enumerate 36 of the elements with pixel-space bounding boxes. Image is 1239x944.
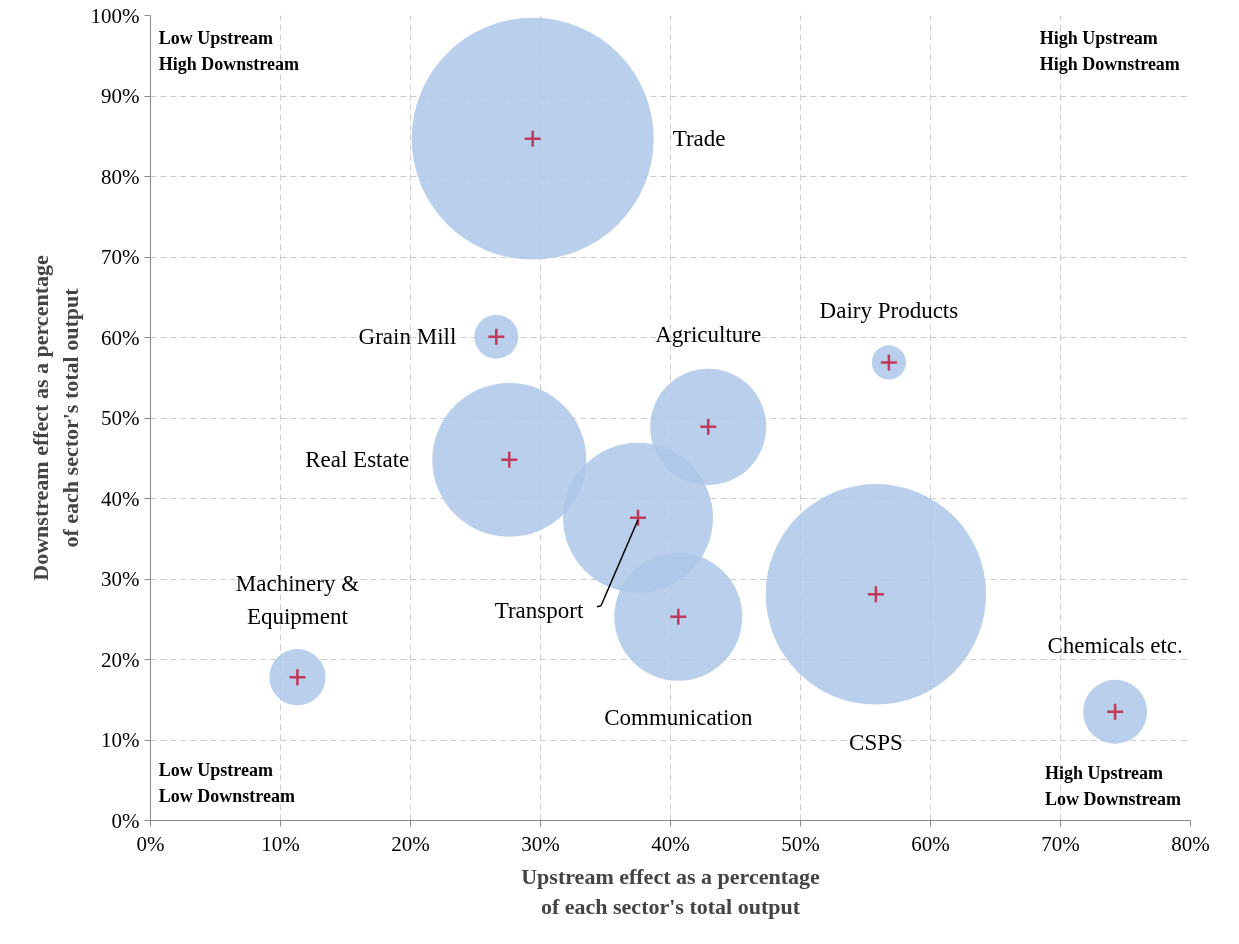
annotation: Low Upstream Low Downstream (158, 760, 295, 807)
x-tick-label: 60% (911, 831, 950, 856)
x-tick-label: 70% (1041, 831, 1080, 856)
annotation: Chemicals etc. (1047, 633, 1183, 659)
annotation: Transport (494, 598, 584, 624)
annotation: Trade (672, 126, 726, 152)
y-axis-title: Downstream effect as a percentage of each sector's total output (27, 255, 83, 581)
y-tick-label: 20% (101, 647, 140, 672)
annotation: High Upstream High Downstream (1039, 27, 1180, 74)
annotation: CSPS (849, 729, 903, 755)
y-tick-label: 40% (101, 486, 140, 511)
annotation: Communication (604, 705, 753, 731)
y-tick-label: 0% (111, 808, 140, 833)
annotation: Dairy Products (819, 297, 959, 323)
annotation: High Upstream Low Downstream (1044, 762, 1182, 809)
y-tick-label: 10% (101, 728, 140, 752)
x-tick-label: 40% (651, 831, 690, 856)
y-tick-label: 70% (101, 245, 140, 269)
annotation: Machinery & Equipment (235, 571, 360, 629)
y-tick-label: 80% (101, 164, 140, 189)
annotation: Low Upstream High Downstream (158, 27, 299, 74)
y-tick-label: 90% (101, 84, 140, 108)
annotation: Grain Mill (358, 324, 457, 350)
x-tick-label: 10% (261, 831, 300, 856)
y-tick-label: 100% (90, 3, 140, 28)
x-tick-label: 80% (1171, 831, 1210, 856)
x-tick-label: 50% (781, 831, 820, 856)
y-tick-label: 50% (101, 406, 140, 430)
annotation: Agriculture (655, 322, 762, 348)
y-tick-label: 60% (101, 325, 140, 350)
annotation: Real Estate (305, 447, 410, 473)
y-tick-label: 30% (101, 567, 140, 591)
x-tick-label: 30% (521, 831, 560, 856)
x-axis-title: Upstream effect as a percentage of each sector's total output (521, 863, 820, 919)
x-tick-label: 0% (136, 831, 165, 856)
x-tick-label: 20% (391, 831, 430, 856)
